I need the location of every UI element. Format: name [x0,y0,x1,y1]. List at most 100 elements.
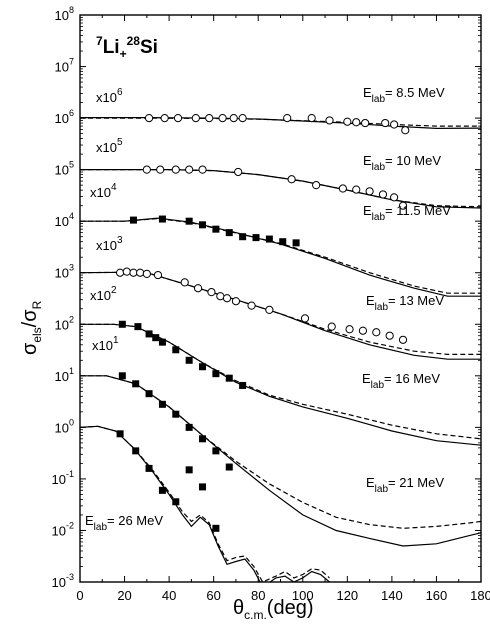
title-si: Si [140,37,158,58]
data-point-square [185,423,193,431]
data-point-circle [385,331,394,340]
solid-fit-curve [80,217,481,297]
data-point-circle [352,118,361,127]
data-point-square [265,235,273,243]
x-tick-label: 20 [117,588,131,603]
x-tick-label: 180 [470,588,490,603]
data-point-circle [207,288,216,297]
y-label-sub-els: els [30,327,44,342]
data-point-square [225,463,233,471]
y-tick-base: 10 [55,420,69,435]
y-tick-exponent: -1 [66,469,74,479]
y-tick-label: 10-3 [52,572,74,590]
energy-value: = 13 MeV [388,293,444,308]
data-point-circle [345,325,354,334]
data-point-circle [283,113,292,123]
scale-exponent: 1 [113,335,119,346]
data-point-square [199,363,207,371]
y-tick-base: 10 [55,163,69,178]
data-point-circle [129,268,138,277]
data-point-circle [265,305,274,315]
scale-label: x101 [92,335,119,353]
data-point-square [145,464,153,472]
x-tick-label: 0 [76,588,83,603]
dashed-fit-curve [80,323,481,440]
data-point-circle [116,268,125,277]
data-point-circle [398,335,408,344]
data-point-square [118,320,126,328]
x-tick-labels: 0 20 40 60 80 100 120 140 160 180 [76,588,490,603]
energy-e: E [363,85,372,100]
y-tick-label: 102 [55,314,74,332]
y-tick-label: 10-2 [52,520,74,538]
energy-e: E [85,513,94,528]
y-tick-label: 107 [55,57,74,75]
data-point-circle [390,120,399,129]
y-tick-label: 108 [55,5,74,23]
data-point-square [158,486,166,494]
scale-exponent: 5 [117,137,123,148]
solid-fit-curve [80,375,481,547]
data-point-circle [142,269,151,278]
scale-base: x10 [96,140,117,155]
data-point-square [212,524,220,532]
x-tick-label: 40 [162,588,176,603]
data-point-circle [193,284,203,293]
y-label-slash-sigma: /σ [19,309,41,328]
data-point-square [134,323,142,331]
axis-ticks [79,14,482,583]
data-point-square [225,229,233,237]
data-point-circle [122,267,131,276]
data-point-square [185,356,193,364]
energy-label: Elab= 26 MeV [85,513,163,533]
y-tick-base: 10 [52,472,66,487]
y-tick-exponent: 1 [69,366,74,376]
data-point-circle [222,294,232,303]
y-tick-base: 10 [55,8,69,23]
data-markers [116,113,410,532]
y-tick-label: 10-1 [52,469,74,487]
scale-exponent: 3 [117,235,123,246]
scale-base: x10 [90,185,111,200]
scale-label: x104 [90,182,117,200]
data-point-circle [136,268,145,277]
data-point-square [116,430,124,438]
data-point-square [118,372,126,380]
data-point-circle [287,175,296,184]
data-point-circle [218,113,227,123]
y-axis-label: σels/σR [19,300,44,355]
x-tick-label: 80 [251,588,265,603]
data-point-circle [234,167,243,177]
data-point-square [292,239,300,247]
data-point-square [185,466,193,474]
data-point-circle [216,292,225,301]
data-point-circle [401,126,410,135]
solid-fit-curve [80,169,481,209]
energy-sub-lab: lab [375,484,389,495]
data-point-circle [358,326,368,335]
data-point-circle [390,193,399,202]
scale-exponent: 4 [111,182,117,193]
energy-value: = 8.5 MeV [385,85,445,100]
y-tick-exponent: 3 [69,263,74,273]
y-tick-base: 10 [55,60,69,75]
y-tick-base: 10 [52,575,66,590]
dashed-fit-curve [80,217,481,294]
data-point-square [158,215,166,223]
x-axis-label: θc.m.(deg) [233,597,314,622]
energy-value: = 11.5 MeV [385,203,451,218]
data-point-circle [343,117,352,126]
energy-sub-lab: lab [94,522,108,533]
data-point-circle [153,270,163,280]
scale-base: x10 [90,288,111,303]
energy-value: = 16 MeV [384,371,440,386]
y-tick-label: 104 [55,211,74,229]
data-point-circle [327,322,336,331]
x-label-theta: θ [233,597,244,619]
y-tick-label: 100 [55,417,74,435]
data-point-square [132,380,140,388]
title-sup-7: 7 [96,34,103,48]
data-point-circle [160,113,169,123]
data-point-circle [142,165,151,174]
